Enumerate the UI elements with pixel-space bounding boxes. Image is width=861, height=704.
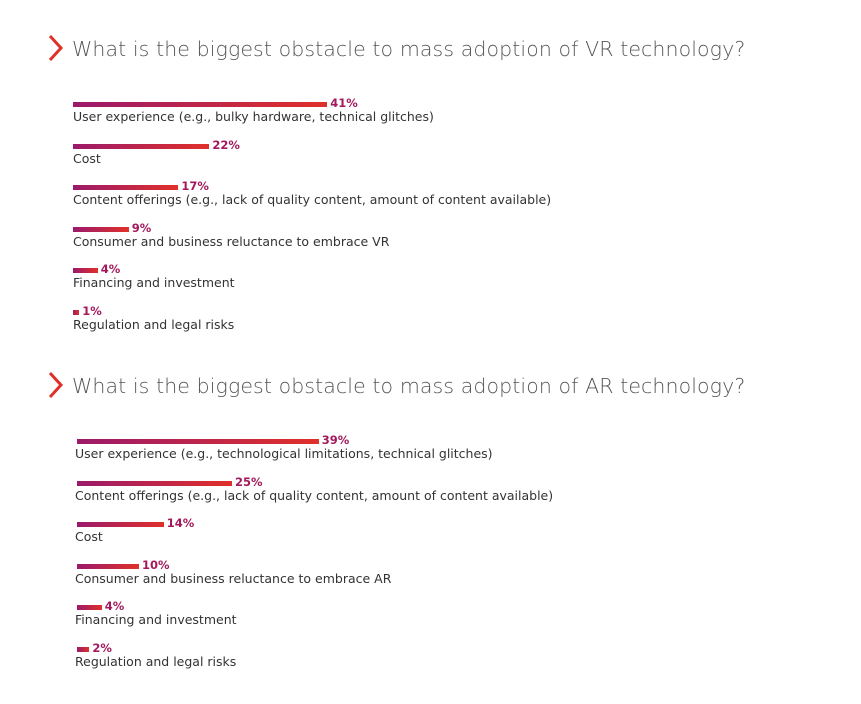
chart-title: What is the biggest obstacle to mass ado…	[72, 374, 746, 398]
category-label: Financing and investment	[75, 612, 237, 628]
category-label: Consumer and business reluctance to embr…	[73, 233, 390, 249]
data-label: 39%	[321, 433, 350, 447]
data-label: 4%	[104, 599, 125, 614]
data-label: 2%	[92, 641, 112, 655]
data-label: 4%	[100, 262, 121, 277]
bar	[73, 185, 179, 191]
bar	[73, 143, 210, 149]
data-label: 17%	[181, 179, 209, 194]
data-label: 9%	[131, 220, 152, 235]
bar	[77, 480, 232, 486]
data-label: 22%	[212, 137, 240, 152]
bar	[77, 563, 139, 569]
category-label: Consumer and business reluctance to embr…	[75, 570, 392, 586]
data-label: 25%	[235, 474, 263, 489]
bar	[77, 522, 164, 528]
bar	[73, 102, 328, 107]
data-label: 41%	[330, 96, 358, 110]
category-label: Regulation and legal risks	[75, 654, 237, 669]
category-label: Financing and investment	[73, 275, 235, 291]
category-label: Content offerings (e.g., lack of quality…	[73, 192, 552, 208]
category-label: Cost	[75, 529, 103, 545]
chevron-right-icon	[48, 34, 64, 62]
bar	[73, 268, 98, 274]
category-label: Regulation and legal risks	[73, 317, 235, 332]
bar	[73, 226, 129, 232]
data-label: 10%	[142, 557, 170, 572]
category-label: User experience (e.g., technological lim…	[75, 446, 493, 461]
category-label: Content offerings (e.g., lack of quality…	[75, 487, 554, 503]
category-label: User experience (e.g., bulky hardware, t…	[73, 109, 434, 124]
bar	[77, 439, 319, 444]
category-label: Cost	[73, 150, 101, 166]
bar	[77, 647, 90, 652]
chevron-right-icon	[48, 371, 64, 399]
data-label: 14%	[166, 516, 195, 531]
bar	[73, 310, 80, 315]
chart-title: What is the biggest obstacle to mass ado…	[72, 37, 746, 61]
data-label: 1%	[82, 304, 102, 318]
bar	[77, 605, 102, 611]
